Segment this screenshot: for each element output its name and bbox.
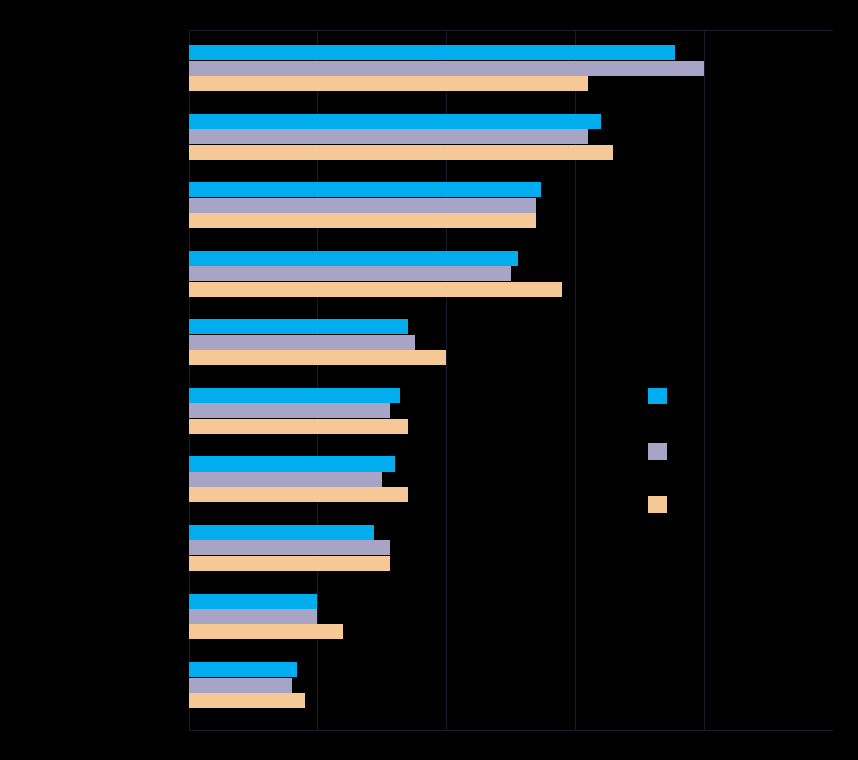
- Bar: [189, 540, 390, 556]
- Bar: [189, 350, 446, 366]
- Bar: [189, 266, 511, 281]
- Bar: [189, 334, 415, 350]
- Bar: [189, 251, 518, 266]
- Bar: [189, 282, 562, 296]
- Bar: [189, 404, 390, 419]
- Bar: [189, 625, 343, 639]
- Bar: [189, 662, 297, 677]
- Bar: [189, 677, 292, 692]
- Bar: [189, 525, 374, 540]
- Bar: [189, 419, 408, 434]
- Bar: [189, 693, 305, 708]
- Bar: [189, 45, 675, 60]
- Bar: [189, 457, 395, 471]
- Bar: [189, 594, 317, 609]
- Bar: [189, 144, 613, 160]
- Bar: [189, 388, 400, 403]
- Bar: [189, 76, 588, 91]
- Bar: [189, 487, 408, 502]
- Bar: [189, 129, 588, 144]
- Bar: [189, 114, 601, 128]
- Bar: [189, 472, 382, 487]
- Bar: [189, 556, 390, 571]
- Bar: [189, 213, 536, 228]
- Bar: [189, 61, 704, 76]
- Bar: [189, 198, 536, 213]
- Bar: [189, 319, 408, 334]
- Bar: [189, 182, 541, 198]
- Bar: [189, 609, 317, 624]
